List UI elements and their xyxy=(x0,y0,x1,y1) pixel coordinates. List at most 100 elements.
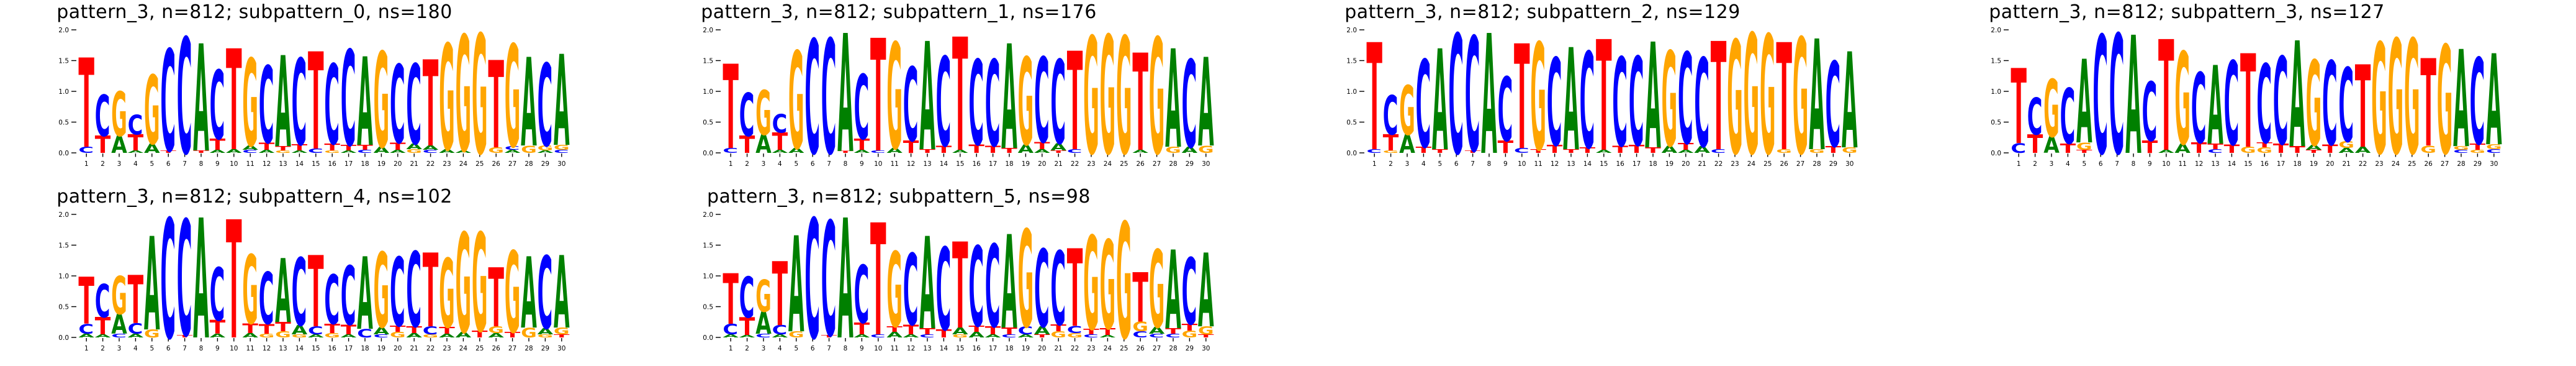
logo-letter-A: A xyxy=(1100,334,1117,338)
x-tick-label: 12 xyxy=(907,345,915,352)
logo-letter-A: A xyxy=(538,327,554,337)
logo-letter-G: G xyxy=(1116,4,1132,191)
x-tick-label: 24 xyxy=(1104,345,1112,352)
x-tick-label: 29 xyxy=(1186,160,1194,168)
logo-letter-A: A xyxy=(1694,145,1710,155)
x-tick-label: 12 xyxy=(1551,160,1559,168)
x-tick-label: 9 xyxy=(860,160,864,168)
logo-letter-T: T xyxy=(723,260,739,341)
logo-letter-T: T xyxy=(919,149,935,154)
logo-letter-C: C xyxy=(2273,33,2289,172)
logo-letter-G: G xyxy=(488,146,504,155)
subplot-subpattern-4: 0.0 0.5 1.0 1.5 2.0 1 2 3 4 5 6 7 8 9 10 11 12 13 14 15 16 17… xyxy=(0,185,644,366)
sequence-logo-chart-0: 0.00.51.01.52.01 2 3 4 5 6 7 8 9 10 11 12 13 14 15 16 17… xyxy=(58,2,569,192)
x-tick-label: 21 xyxy=(1055,160,1063,168)
logo-letter-G: G xyxy=(505,16,521,179)
logo-letter-C: C xyxy=(1034,34,1050,170)
logo-letter-C: C xyxy=(968,36,984,172)
logo-letter-C: C xyxy=(1498,60,1513,162)
x-tick-label: 9 xyxy=(215,160,220,168)
logo-letter-T: T xyxy=(2224,142,2240,156)
logo-letter-C: C xyxy=(95,275,110,328)
logo-letter-C: C xyxy=(2092,2,2108,191)
logo-letter-C: C xyxy=(111,332,127,339)
logo-letter-T: T xyxy=(2158,10,2174,186)
logo-letter-T: T xyxy=(128,130,144,156)
logo-letter-T: T xyxy=(919,327,936,337)
x-tick-label: 24 xyxy=(459,345,468,352)
logo-letter-A: A xyxy=(521,34,537,175)
logo-letter-C: C xyxy=(390,238,405,348)
logo-letter-T: T xyxy=(554,334,570,339)
logo-letter-T: T xyxy=(2420,34,2436,174)
logo-letter-G: G xyxy=(1776,149,1792,154)
logo-letter-C: C xyxy=(177,188,192,366)
x-tick-label: 14 xyxy=(1583,160,1592,168)
logo-letter-T: T xyxy=(854,136,870,153)
y-tick-label: 1.0 xyxy=(58,273,69,280)
logo-letter-T: T xyxy=(952,219,968,356)
logo-letter-G: G xyxy=(456,206,472,365)
x-tick-label: 9 xyxy=(1503,160,1508,168)
logo-letter-T: T xyxy=(357,144,373,152)
x-tick-label: 3 xyxy=(117,160,122,168)
logo-letter-G: G xyxy=(1842,146,1858,155)
x-tick-label: 5 xyxy=(794,345,798,352)
x-tick-label: 15 xyxy=(1600,160,1608,168)
x-tick-label: 27 xyxy=(1153,160,1161,168)
x-tick-label: 4 xyxy=(133,345,138,352)
logo-letter-T: T xyxy=(308,25,324,180)
logo-letter-T: T xyxy=(1563,149,1579,154)
x-axis: 1 2 3 4 5 6 7 8 9 10 11 12 13 14 15 16 17 18 19 20 21 22 23 24 2… xyxy=(84,338,565,352)
logo-letter-C: C xyxy=(1448,2,1464,192)
logo-letter-G: G xyxy=(538,144,554,152)
logo-letter-A: A xyxy=(919,12,935,185)
subplot-title-1: pattern_3, n=812; subpattern_1, ns=176 xyxy=(701,1,1097,23)
x-tick-label: 20 xyxy=(1038,345,1046,352)
logo-letter-G: G xyxy=(390,331,406,339)
logo-letter-T: T xyxy=(1612,144,1628,155)
logo-letter-A: A xyxy=(78,333,94,339)
logo-letter-C: C xyxy=(936,225,952,356)
logo-letter-T: T xyxy=(472,329,488,339)
sequence-logo-chart-1: 0.00.51.01.52.01 2 3 4 5 6 7 8 9 10 11 12 13 14 15 16 17… xyxy=(703,0,1214,191)
x-tick-label: 29 xyxy=(1186,345,1194,352)
x-tick-label: 14 xyxy=(2228,160,2236,168)
logo-letter-C: C xyxy=(968,224,984,352)
x-tick-label: 19 xyxy=(2310,160,2318,168)
x-tick-label: 16 xyxy=(973,345,981,352)
x-tick-label: 1 xyxy=(1372,160,1377,168)
logo-letter-A: A xyxy=(1563,19,1579,182)
logo-letter-T: T xyxy=(242,321,258,337)
x-tick-label: 24 xyxy=(459,160,468,168)
y-tick-label: 0.5 xyxy=(58,119,69,126)
x-tick-label: 4 xyxy=(778,345,782,352)
x-tick-label: 19 xyxy=(1665,160,1673,168)
x-tick-label: 1 xyxy=(84,160,89,168)
x-tick-label: 11 xyxy=(2179,160,2187,168)
logo-letter-A: A xyxy=(193,14,209,185)
logo-letter-G: G xyxy=(1067,332,1083,339)
logo-letter-A: A xyxy=(357,237,373,353)
logo-letter-C: C xyxy=(2322,39,2338,172)
logo-letter-C: C xyxy=(1165,332,1181,339)
logo-letter-C: C xyxy=(723,321,738,337)
x-tick-label: 14 xyxy=(295,160,304,168)
logo-letter-A: A xyxy=(968,331,985,339)
logo-letter-C: C xyxy=(242,149,258,154)
x-tick-label: 21 xyxy=(1055,345,1063,352)
logo-letter-C: C xyxy=(1694,34,1709,175)
x-tick-label: 18 xyxy=(2293,160,2301,168)
x-tick-label: 10 xyxy=(230,345,238,352)
x-axis: 1 2 3 4 5 6 7 8 9 10 11 12 13 14 15 16 17 18 19 20 21 22 23 24 2… xyxy=(2017,153,2498,168)
x-tick-label: 22 xyxy=(426,160,435,168)
logo-letter-T: T xyxy=(324,322,340,337)
x-tick-label: 5 xyxy=(150,160,154,168)
logo-letter-A: A xyxy=(406,332,422,339)
logo-letter-G: G xyxy=(2470,149,2486,154)
x-tick-label: 11 xyxy=(891,345,899,352)
logo-letter-T: T xyxy=(985,324,1001,337)
logo-letter-G: G xyxy=(521,326,537,341)
